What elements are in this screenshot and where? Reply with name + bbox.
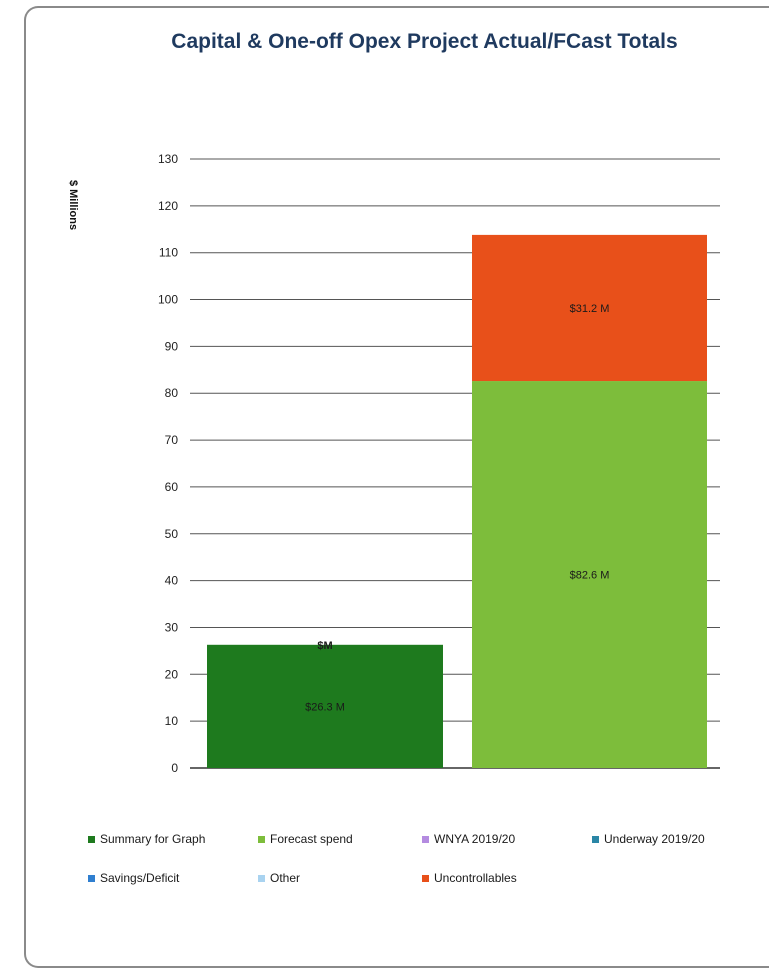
legend-swatch	[88, 874, 95, 882]
legend-item: WNYA 2019/20	[422, 832, 515, 846]
legend-item: Summary for Graph	[88, 832, 205, 846]
legend-label: WNYA 2019/20	[434, 832, 516, 846]
y-tick-label: 90	[165, 339, 179, 353]
legend-label: Summary for Graph	[100, 832, 206, 846]
legend-label: Forecast spend	[270, 832, 353, 846]
legend-label: Other	[270, 871, 301, 885]
y-tick-label: 120	[158, 199, 178, 213]
legend-item: Uncontrollables	[422, 871, 517, 885]
y-tick-label: 110	[159, 246, 178, 260]
y-tick-label: 60	[165, 480, 179, 494]
y-axis-label: $ Millions	[67, 180, 79, 230]
legend-swatch	[258, 874, 265, 882]
chart-frame	[24, 6, 769, 968]
legend-item: Savings/Deficit	[88, 871, 179, 885]
bar-segment	[207, 644, 443, 768]
y-tick-label: 40	[165, 574, 179, 588]
legend-swatch	[592, 835, 599, 843]
legend-item: Other	[258, 871, 300, 885]
y-tick-label: 80	[165, 386, 179, 400]
y-tick-label: 130	[158, 152, 178, 166]
data-label: $82.6 M	[570, 570, 610, 582]
y-tick-label: 50	[165, 527, 179, 541]
y-tick-label: 0	[171, 761, 178, 775]
bar-segment	[472, 234, 707, 382]
legend-item: Underway 2019/20	[592, 832, 705, 846]
legend-swatch	[422, 835, 429, 843]
y-tick-label: 100	[158, 293, 178, 307]
chart-title: Capital & One-off Opex Project Actual/FC…	[171, 30, 678, 53]
bar-segment	[472, 381, 707, 768]
y-tick-label: 10	[165, 714, 179, 728]
legend-label: Underway 2019/20	[604, 832, 705, 846]
legend-item: Forecast spend	[258, 832, 353, 846]
legend-swatch	[422, 874, 429, 882]
legend-swatch	[258, 835, 265, 843]
legend-swatch	[88, 835, 95, 843]
y-tick-label: 70	[165, 433, 179, 447]
data-label: $M	[317, 640, 332, 652]
legend-label: Uncontrollables	[434, 871, 517, 885]
y-tick-label: 30	[165, 620, 179, 634]
legend-label: Savings/Deficit	[100, 871, 180, 885]
y-tick-label: 20	[165, 667, 179, 681]
data-label: $26.3 M	[305, 701, 345, 713]
data-label: $31.2 M	[570, 303, 610, 315]
